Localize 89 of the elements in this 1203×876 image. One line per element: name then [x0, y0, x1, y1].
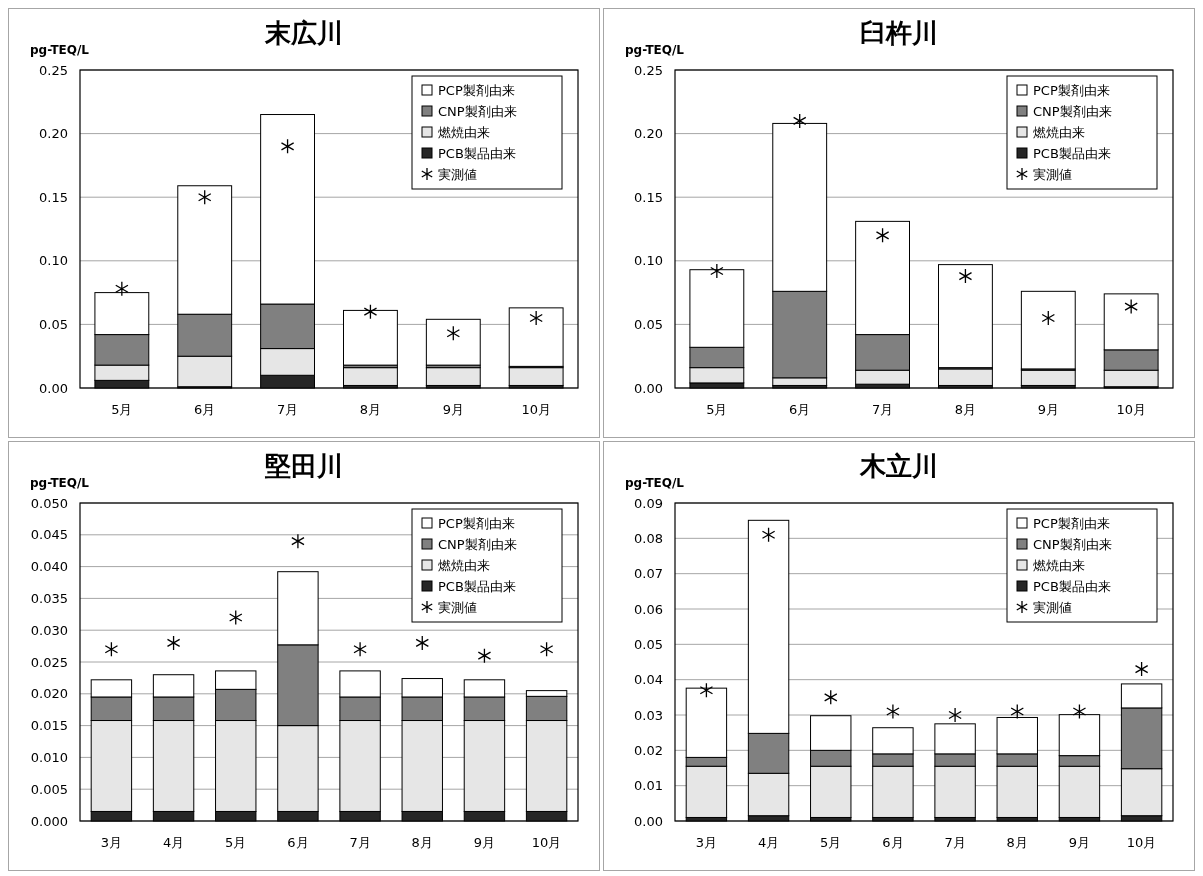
legend-label: 燃焼由来 [1033, 557, 1085, 573]
x-tick-label: 5月 [111, 402, 133, 417]
legend-label: CNP製剤由来 [1033, 536, 1112, 552]
y-tick-label: 0.000 [30, 813, 68, 829]
x-tick-label: 6月 [882, 835, 904, 850]
y-tick-label: 0.03 [634, 707, 663, 723]
y-tick-label: 0.005 [30, 781, 68, 797]
y-tick-label: 0.15 [634, 189, 663, 205]
x-tick-label: 9月 [442, 402, 464, 417]
legend-label: PCP製剤由来 [438, 515, 515, 531]
legend-label: PCB製品由来 [438, 145, 516, 161]
y-tick-label: 0.07 [634, 566, 663, 582]
y-tick-label: 0.10 [39, 253, 68, 269]
legend-label: 実測値 [438, 599, 477, 615]
x-tick-label: 8月 [359, 402, 382, 417]
y-tick-label: 0.06 [634, 601, 663, 617]
chart-title: 木立川 [859, 451, 938, 481]
x-tick-label: 3月 [100, 835, 123, 850]
x-tick-label: 7月 [944, 835, 966, 850]
y-tick-label: 0.015 [30, 718, 68, 734]
x-tick-label: 8月 [954, 402, 977, 417]
x-tick-label: 10月 [531, 835, 562, 850]
x-tick-label: 8月 [1006, 835, 1028, 850]
chart-title: 臼杵川 [860, 18, 938, 48]
x-tick-label: 10月 [1126, 835, 1157, 850]
y-tick-label: 0.05 [634, 316, 663, 332]
x-tick-label: 4月 [757, 835, 780, 850]
y-tick-label: 0.04 [634, 672, 663, 688]
y-tick-label: 0.010 [30, 749, 68, 765]
y-axis-title: pg-TEQ/L [30, 476, 90, 490]
x-tick-label: 3月 [695, 835, 718, 850]
y-tick-label: 0.00 [634, 380, 663, 396]
x-tick-label: 10月 [1116, 402, 1146, 417]
x-tick-label: 6月 [789, 402, 811, 417]
y-tick-label: 0.20 [634, 126, 663, 142]
legend-label: CNP製剤由来 [438, 103, 517, 119]
x-tick-label: 9月 [473, 835, 496, 850]
legend-label: CNP製剤由来 [438, 536, 517, 552]
y-tick-label: 0.25 [39, 62, 68, 78]
legend-label: PCP製剤由来 [1033, 82, 1110, 98]
y-tick-label: 0.10 [634, 253, 663, 269]
y-tick-label: 0.00 [634, 813, 663, 829]
x-tick-label: 5月 [706, 402, 728, 417]
legend-label: PCP製剤由来 [438, 82, 515, 98]
x-tick-label: 5月 [820, 835, 842, 850]
x-tick-label: 7月 [276, 402, 299, 417]
legend-label: PCP製剤由来 [1033, 515, 1110, 531]
x-tick-label: 6月 [194, 402, 216, 417]
y-tick-label: 0.040 [30, 559, 68, 575]
y-axis-title: pg-TEQ/L [30, 43, 90, 57]
y-tick-label: 0.08 [634, 530, 663, 546]
legend-label: 実測値 [438, 166, 477, 182]
y-tick-label: 0.01 [634, 778, 663, 794]
x-tick-label: 7月 [871, 402, 894, 417]
y-axis-title: pg-TEQ/L [625, 476, 685, 490]
x-tick-label: 6月 [287, 835, 309, 850]
legend-label: 燃焼由来 [438, 557, 490, 573]
legend-label: CNP製剤由来 [1033, 103, 1112, 119]
legend-label: PCB製品由来 [1033, 145, 1111, 161]
x-tick-label: 9月 [1037, 402, 1059, 417]
y-tick-label: 0.035 [30, 590, 68, 606]
y-tick-label: 0.25 [634, 62, 663, 78]
legend-label: PCB製品由来 [1033, 578, 1111, 594]
x-tick-label: 9月 [1068, 835, 1091, 850]
legend-label: 燃焼由来 [1033, 124, 1085, 140]
legend-label: 燃焼由来 [438, 124, 490, 140]
y-tick-label: 0.20 [39, 126, 68, 142]
chart-title: 末広川 [264, 18, 343, 48]
x-tick-label: 5月 [225, 835, 247, 850]
y-axis-title: pg-TEQ/L [625, 43, 685, 57]
chart-title: 堅田川 [264, 451, 343, 481]
y-tick-label: 0.00 [39, 380, 68, 396]
legend-label: 実測値 [1033, 599, 1072, 615]
y-tick-label: 0.05 [634, 636, 663, 652]
legend-label: 実測値 [1033, 166, 1072, 182]
y-tick-label: 0.02 [634, 742, 663, 758]
x-tick-label: 4月 [162, 835, 185, 850]
y-tick-label: 0.05 [39, 316, 68, 332]
y-tick-label: 0.020 [30, 686, 68, 702]
x-tick-label: 7月 [349, 835, 371, 850]
y-tick-label: 0.050 [30, 495, 68, 511]
x-tick-label: 10月 [521, 402, 551, 417]
y-tick-label: 0.09 [634, 495, 663, 511]
y-tick-label: 0.045 [30, 527, 68, 543]
legend-label: PCB製品由来 [438, 578, 516, 594]
y-tick-label: 0.030 [30, 622, 68, 638]
y-tick-label: 0.15 [39, 189, 68, 205]
x-tick-label: 8月 [411, 835, 433, 850]
y-tick-label: 0.025 [30, 654, 68, 670]
